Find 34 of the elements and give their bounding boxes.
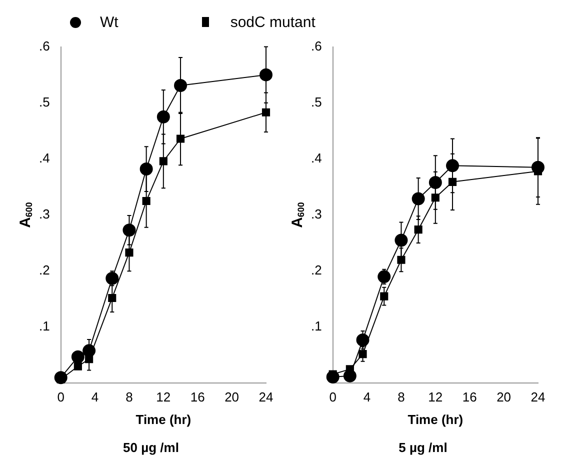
x-tick-label: 4: [363, 390, 371, 405]
y-tick-label: .5: [311, 94, 322, 110]
x-tick-label: 8: [126, 390, 133, 405]
legend-label: sodC mutant: [230, 14, 316, 30]
x-tick-label: 16: [462, 390, 477, 405]
x-tick-label: 0: [57, 390, 64, 405]
x-tick-label: 16: [190, 390, 205, 405]
y-tick-label: .2: [311, 262, 322, 278]
x-tick-label: 12: [428, 390, 443, 405]
x-tick-label: 24: [530, 390, 546, 405]
x-tick-label: 4: [91, 390, 99, 405]
x-tick-label: 0: [329, 390, 336, 405]
y-tick-label: .6: [311, 38, 322, 54]
y-tick-label: .4: [39, 150, 50, 166]
x-tick-label: 20: [224, 390, 240, 405]
text: 50 µg /ml: [123, 440, 179, 455]
text: 5 µg /ml: [398, 440, 448, 455]
x-axis-title: Time (hr): [408, 412, 464, 428]
y-tick-label: .3: [311, 206, 322, 222]
y-tick-label: .1: [39, 318, 50, 334]
y-tick-label: .4: [311, 150, 322, 166]
x-axis-title: Time (hr): [136, 412, 192, 428]
legend-label: Wt: [100, 14, 118, 30]
y-axis-title: A600: [289, 202, 306, 228]
y-tick-label: .2: [39, 262, 50, 278]
x-tick-label: 20: [496, 390, 512, 405]
y-axis-title: A600: [17, 202, 34, 228]
x-tick-label: 8: [398, 390, 405, 405]
y-tick-label: .3: [39, 206, 50, 222]
y-tick-label: .1: [311, 318, 322, 334]
y-tick-label: .6: [39, 38, 50, 54]
x-tick-label: 24: [258, 390, 274, 405]
x-tick-label: 12: [156, 390, 171, 405]
y-tick-label: .5: [39, 94, 50, 110]
